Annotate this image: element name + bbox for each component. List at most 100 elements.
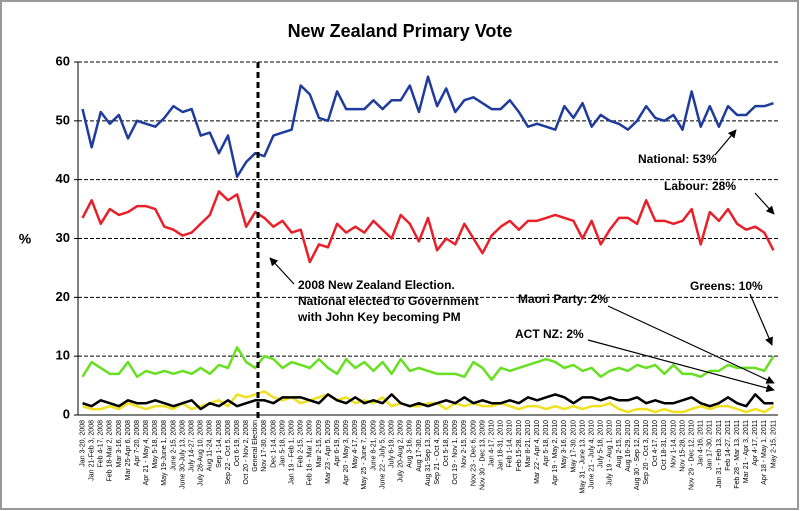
x-tick-label: Aug 11-24, 2008	[207, 420, 214, 471]
annotation: National elected to Government	[298, 294, 479, 308]
x-tick-label: Nov 15-28, 2010	[679, 420, 686, 472]
x-tick-label: Apr 7-20, 2008	[134, 420, 141, 466]
x-tick-label: May 3-16, 2010	[561, 420, 568, 469]
y-tick-label: 10	[56, 348, 70, 363]
x-tick-label: Sep 1-14, 2008	[216, 420, 223, 468]
arrow	[587, 339, 775, 393]
x-tick-label: Aug 2-15, 2010	[616, 420, 623, 468]
annotation: National: 53%	[638, 152, 717, 166]
x-tick-label: Feb 28 - Mar 13, 2011	[734, 420, 741, 489]
x-tick-label: Feb 18-Mar 2, 2008	[107, 420, 114, 482]
x-tick-label: June 22 - July 5, 2009	[379, 420, 386, 489]
x-tick-label: Jan 5-18, 2009	[279, 420, 286, 467]
x-tick-label: Mar 25-Apr 6, 2008	[125, 420, 132, 480]
x-tick-label: Oct 18-31, 2010	[661, 420, 668, 470]
x-tick-label: Nov 1-14, 2010	[670, 420, 677, 468]
x-tick-label: June 21 - July 4, 2010	[588, 420, 595, 489]
arrow	[749, 293, 773, 346]
x-tick-label: Apr 5-18, 2010	[543, 420, 550, 466]
x-tick-label: May 4-17, 2009	[352, 420, 359, 469]
x-tick-label: Apr 20 - May 3, 2009	[343, 420, 350, 485]
x-tick-label: Feb 1-14, 2010	[507, 420, 514, 468]
x-tick-label: Jan 4-17, 2010	[488, 420, 495, 467]
x-tick-label: Aug 31-Sep 13, 2009	[425, 420, 432, 486]
x-tick-label: Apr 21 - May 4, 2008	[143, 420, 150, 485]
y-tick-label: 50	[56, 112, 70, 127]
x-tick-label: Jan 21-Feb 3, 2008	[88, 420, 95, 481]
arrow	[714, 129, 737, 156]
x-tick-label: May 19-June 1, 2008	[161, 420, 168, 486]
x-tick-label: Jan 18-31, 2010	[498, 420, 505, 471]
annotation: Greens: 10%	[690, 279, 763, 293]
x-tick-label: Aug 17-30, 2009	[416, 420, 423, 472]
annotation: with John Key becoming PM	[297, 310, 461, 324]
y-tick-label: 20	[56, 289, 70, 304]
x-tick-label: Oct 20 - Nov 2, 2008	[243, 420, 250, 485]
x-tick-label: Jan 4-16, 2011	[698, 420, 705, 466]
x-tick-label: Nov 17-30, 2008	[261, 420, 268, 472]
x-tick-label: Mar 23 - Apr 5, 2009	[325, 420, 332, 484]
series-line	[81, 190, 775, 264]
arrow	[269, 257, 295, 285]
x-tick-label: July 14-27, 2008	[188, 420, 195, 472]
y-axis-label: %	[19, 231, 32, 247]
series-line	[81, 75, 774, 178]
x-tick-label: Mar 2-15, 2009	[316, 420, 323, 468]
x-tick-label: Nov 2-15, 2009	[461, 420, 468, 468]
x-tick-label: July 5-18, 2010	[598, 420, 605, 468]
series-line	[81, 346, 775, 381]
x-tick-label: Feb 4-17, 2008	[98, 420, 105, 468]
x-tick-label: Jan 17-30, 2011	[707, 420, 714, 470]
plot-area: 0 10 20 30 40 50 60 Jan 3-20, 2008 Jan 21-Feb 3,…	[56, 53, 778, 494]
x-tick-label: Oct 19 - Nov 1, 2009	[452, 420, 459, 485]
y-tick-label: 60	[56, 53, 70, 68]
x-tick-label: Sep 21 - Oct 4, 2009	[434, 420, 441, 485]
x-tick-label: Nov 23 - Dec 6, 2009	[470, 420, 477, 486]
x-tick-label: Apr 6-19, 2009	[334, 420, 341, 466]
x-tick-label: Oct 5-18, 2009	[443, 420, 450, 466]
x-tick-label: Apr 18 - May 1, 2011	[761, 420, 768, 485]
x-tick-label: Feb 2-15, 2009	[298, 420, 305, 468]
x-tick-label: July 28-Aug 10, 2008	[198, 420, 205, 486]
x-tick-label: Mar 8-21, 2010	[525, 420, 532, 468]
x-tick-label: General Election	[252, 420, 259, 472]
x-tick-label: Aug 30 - Sep 12, 2010	[634, 420, 641, 490]
x-tick-label: June 8-21, 2009	[370, 420, 377, 471]
annotations: National: 53% Labour: 28% Greens: 10% Ma…	[269, 129, 775, 393]
x-tick-label: May 2-15, 2011	[770, 420, 777, 468]
x-tick-label: Dec 1-14, 2008	[270, 420, 277, 468]
x-tick-label: Nov 29 - Dec 12, 2010	[688, 420, 695, 490]
x-tick-label: June 2-15, 2008	[170, 420, 177, 471]
x-tick-label: June 30-July 13, 2008	[179, 420, 186, 489]
x-tick-label: Oct 4-17, 2010	[652, 420, 659, 466]
annotation: 2008 New Zealand Election.	[298, 278, 455, 292]
x-tick-label: Mar 21 - Apr 3, 2011	[743, 420, 750, 483]
x-tick-label: Jan 19 - Feb 1, 2009	[288, 420, 295, 485]
x-tick-label: Mar 22 - Apr 4, 2010	[534, 420, 541, 484]
x-tick-label: Apr 4-17, 2011	[752, 420, 759, 466]
x-tick-label: July 20-Aug 2, 2009	[398, 420, 405, 482]
x-tick-label: Aug 3-16, 2009	[407, 420, 414, 468]
x-tick-label: May 17-30, 2010	[570, 420, 577, 473]
x-tick-label: Sep 22 - Oct 5, 2008	[225, 420, 232, 485]
x-tick-label: Mar 3-16, 2008	[116, 420, 123, 468]
x-tick-label: Jan 3-20, 2008	[79, 420, 86, 467]
x-tick-label: May 25 - June 7, 2009	[361, 420, 368, 490]
arrow	[607, 305, 775, 384]
x-tick-label: Aug 16-29, 2010	[625, 420, 632, 472]
x-tick-label: Feb 14-27, 2011	[725, 420, 732, 471]
y-tick-label: 0	[63, 406, 70, 421]
x-tick-label: Oct 6-19, 2008	[234, 420, 241, 466]
x-tick-label: Feb 15-28, 2010	[516, 420, 523, 471]
x-tick-label: July 19 - Aug 1, 2010	[607, 420, 614, 486]
x-tick-label: May 31 - June 13, 2010	[579, 420, 586, 494]
annotation: ACT NZ: 2%	[515, 327, 584, 341]
x-tick-label: Feb 16 - Mar 1, 2009	[307, 420, 314, 485]
chart-title: New Zealand Primary Vote	[288, 21, 513, 41]
x-tick-label: Nov 30 - Dec 13, 2009	[479, 420, 486, 490]
x-tick-label: Sep 20 - Oct 3, 2010	[643, 420, 650, 485]
x-tick-label: May 5-18, 2008	[152, 420, 159, 469]
x-tick-label: Apr 19 - May 2, 2010	[552, 420, 559, 485]
annotation: Maori Party: 2%	[518, 292, 608, 306]
